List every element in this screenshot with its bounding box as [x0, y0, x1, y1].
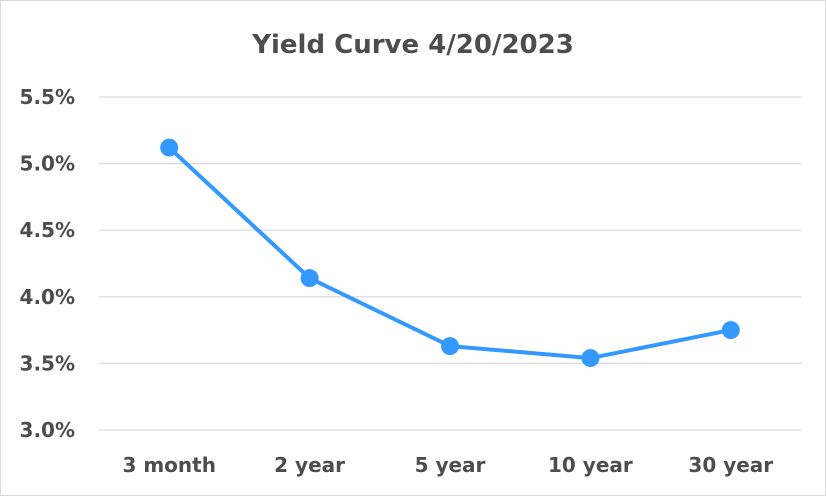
series-line [167, 145, 733, 361]
chart-title: Yield Curve 4/20/2023 [251, 30, 574, 60]
gridlines [99, 96, 801, 431]
data-point [441, 337, 459, 356]
y-tick-label: 3.0% [20, 418, 75, 442]
x-tick-label: 30 year [688, 453, 773, 477]
y-tick-label: 5.5% [20, 85, 75, 109]
series [160, 138, 740, 368]
y-tick-label: 3.5% [20, 351, 75, 375]
y-tick-label: 4.5% [20, 218, 75, 242]
y-tick-label: 4.0% [20, 285, 75, 309]
x-tick-label: 2 year [274, 453, 345, 477]
x-tick-label: 10 year [548, 453, 633, 477]
data-point [160, 138, 179, 157]
x-tick-label: 3 month [122, 453, 216, 477]
data-point [581, 349, 600, 368]
x-tick-label: 5 year [415, 453, 486, 477]
y-tick-label: 5.0% [20, 152, 75, 176]
data-point [300, 269, 319, 288]
y-axis-ticks: 3.0% 3.5% 4.0% 4.5% 5.0% 5.5% [20, 85, 75, 442]
x-axis-ticks: 3 month 2 year 5 year 10 year 30 year [122, 453, 773, 477]
data-point [721, 321, 740, 340]
